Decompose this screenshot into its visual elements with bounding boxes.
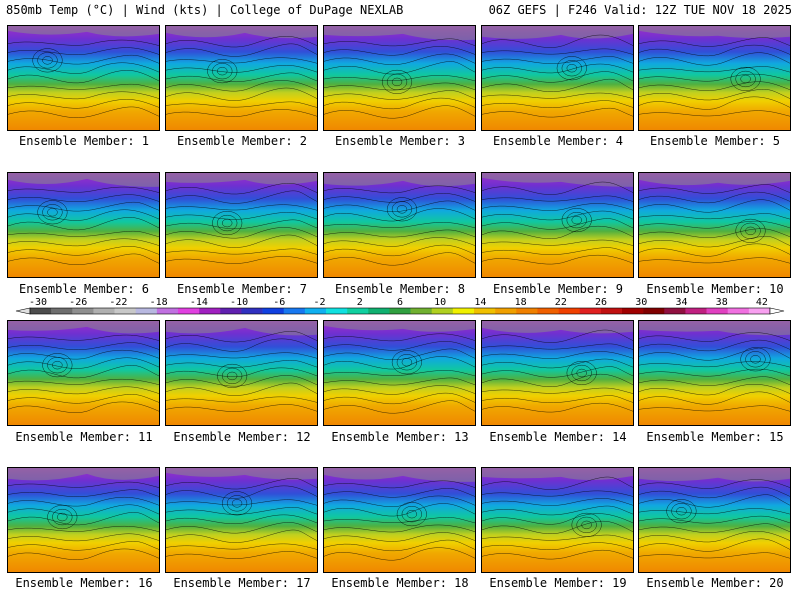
colorbar-swatch bbox=[156, 308, 179, 314]
colorbar-max-arrow bbox=[769, 307, 785, 315]
ensemble-member-caption: Ensemble Member: 18 bbox=[331, 576, 469, 590]
ensemble-map-panel bbox=[638, 172, 791, 278]
ensemble-map-panel bbox=[165, 320, 318, 426]
colorbar-swatch bbox=[452, 308, 475, 314]
colorbar-swatch bbox=[727, 308, 750, 314]
ensemble-map-panel bbox=[638, 320, 791, 426]
ensemble-member-caption: Ensemble Member: 9 bbox=[492, 282, 624, 296]
ensemble-map-panel bbox=[481, 320, 634, 426]
ensemble-member-caption: Ensemble Member: 10 bbox=[646, 282, 784, 296]
ensemble-map-panel bbox=[7, 25, 160, 131]
ensemble-member-caption: Ensemble Member: 20 bbox=[646, 576, 784, 590]
ensemble-member-caption: Ensemble Member: 19 bbox=[489, 576, 627, 590]
colorbar-swatch bbox=[220, 308, 242, 314]
ensemble-map-panel bbox=[7, 172, 160, 278]
colorbar-swatch bbox=[30, 308, 52, 314]
header-run-info: 06Z GEFS | F246 Valid: 12Z TUE NOV 18 20… bbox=[488, 3, 792, 17]
colorbar-tick-label: 34 bbox=[675, 297, 687, 308]
colorbar-tick-label: -10 bbox=[230, 297, 248, 308]
temperature-colorbar: -30 -26 -22 -18 -14 -10 -6 -2 2 6 10 14 18 22 26 30 34 38… bbox=[15, 297, 785, 315]
colorbar-tick-label: 10 bbox=[434, 297, 446, 308]
colorbar-swatch bbox=[283, 308, 306, 314]
ensemble-member-caption: Ensemble Member: 16 bbox=[15, 576, 153, 590]
colorbar-tick-label: -30 bbox=[29, 297, 47, 308]
ensemble-map-panel bbox=[323, 320, 476, 426]
colorbar-tick-label: 42 bbox=[756, 297, 768, 308]
colorbar-swatch bbox=[706, 308, 729, 314]
ensemble-map-panel bbox=[481, 467, 634, 573]
colorbar-swatch bbox=[72, 308, 94, 314]
colorbar-tick-label: -26 bbox=[69, 297, 87, 308]
ensemble-member-caption: Ensemble Member: 3 bbox=[334, 134, 466, 148]
colorbar-swatch bbox=[262, 308, 285, 314]
ensemble-member-caption: Ensemble Member: 4 bbox=[492, 134, 624, 148]
ensemble-map-panel bbox=[165, 467, 318, 573]
ensemble-member-caption: Ensemble Member: 7 bbox=[176, 282, 308, 296]
colorbar-tick-label: 38 bbox=[716, 297, 728, 308]
colorbar-tick-label: -18 bbox=[150, 297, 168, 308]
ensemble-member-caption: Ensemble Member: 13 bbox=[331, 430, 469, 444]
ensemble-map-panel bbox=[481, 172, 634, 278]
colorbar-tick-label: -6 bbox=[273, 297, 285, 308]
ensemble-member-caption: Ensemble Member: 1 bbox=[18, 134, 150, 148]
colorbar-swatch bbox=[326, 308, 348, 314]
ensemble-map-panel bbox=[7, 320, 160, 426]
ensemble-map-panel bbox=[323, 172, 476, 278]
colorbar-swatch bbox=[410, 308, 433, 314]
colorbar-swatch bbox=[93, 308, 115, 314]
colorbar-swatch bbox=[389, 308, 411, 314]
ensemble-map-panel bbox=[323, 467, 476, 573]
ensemble-member-caption: Ensemble Member: 6 bbox=[18, 282, 150, 296]
colorbar-swatch bbox=[474, 308, 496, 314]
ensemble-member-caption: Ensemble Member: 15 bbox=[646, 430, 784, 444]
colorbar-swatch bbox=[558, 308, 581, 314]
colorbar-swatch bbox=[431, 308, 454, 314]
colorbar-swatch bbox=[685, 308, 707, 314]
colorbar-swatch bbox=[516, 308, 538, 314]
ensemble-map-panel bbox=[481, 25, 634, 131]
ensemble-member-caption: Ensemble Member: 12 bbox=[173, 430, 311, 444]
colorbar-swatch bbox=[748, 308, 771, 314]
colorbar-tick-label: 26 bbox=[595, 297, 607, 308]
colorbar-swatch bbox=[537, 308, 559, 314]
colorbar-swatch bbox=[495, 308, 517, 314]
colorbar-swatch bbox=[241, 308, 263, 314]
colorbar-swatch bbox=[643, 308, 665, 314]
colorbar-swatch bbox=[114, 308, 137, 314]
colorbar-min-arrow bbox=[15, 307, 31, 315]
colorbar-swatch bbox=[622, 308, 644, 314]
header-title: 850mb Temp (°C) | Wind (kts) | College o… bbox=[6, 3, 404, 17]
colorbar-swatch bbox=[368, 308, 390, 314]
ensemble-map-panel bbox=[323, 25, 476, 131]
ensemble-map-panel bbox=[638, 25, 791, 131]
colorbar-swatch bbox=[664, 308, 686, 314]
ensemble-member-caption: Ensemble Member: 8 bbox=[334, 282, 466, 296]
colorbar-swatch bbox=[135, 308, 158, 314]
colorbar-swatch bbox=[579, 308, 602, 314]
colorbar-swatch bbox=[199, 308, 221, 314]
colorbar-tick-label: 6 bbox=[397, 297, 403, 308]
colorbar-tick-label: 2 bbox=[357, 297, 363, 308]
ensemble-member-caption: Ensemble Member: 2 bbox=[176, 134, 308, 148]
ensemble-map-panel bbox=[165, 172, 318, 278]
colorbar-tick-label: -14 bbox=[190, 297, 208, 308]
colorbar-swatch bbox=[304, 308, 327, 314]
ensemble-map-panel bbox=[7, 467, 160, 573]
colorbar-swatch bbox=[600, 308, 623, 314]
colorbar-tick-label: 30 bbox=[635, 297, 647, 308]
ensemble-map-panel bbox=[638, 467, 791, 573]
ensemble-member-caption: Ensemble Member: 17 bbox=[173, 576, 311, 590]
ensemble-member-caption: Ensemble Member: 11 bbox=[15, 430, 153, 444]
colorbar-tick-label: 18 bbox=[515, 297, 527, 308]
colorbar-tick-label: 14 bbox=[474, 297, 486, 308]
ensemble-member-caption: Ensemble Member: 5 bbox=[649, 134, 781, 148]
colorbar-swatch bbox=[51, 308, 73, 314]
colorbar-swatch bbox=[178, 308, 200, 314]
colorbar-tick-label: -22 bbox=[109, 297, 127, 308]
ensemble-map-panel bbox=[165, 25, 318, 131]
ensemble-member-caption: Ensemble Member: 14 bbox=[489, 430, 627, 444]
colorbar-tick-label: 22 bbox=[555, 297, 567, 308]
colorbar-tick-label: -2 bbox=[313, 297, 325, 308]
colorbar-swatch bbox=[347, 308, 369, 314]
